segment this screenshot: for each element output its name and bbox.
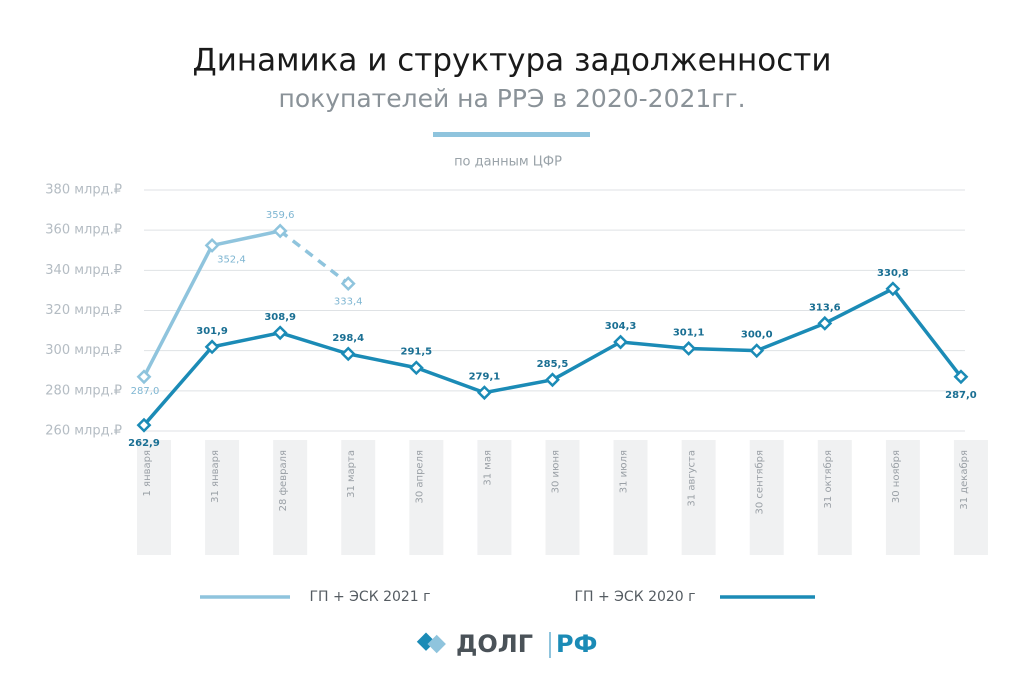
category-band — [817, 440, 852, 555]
x-tick-label: 31 октября — [823, 450, 834, 508]
point-marker — [885, 281, 901, 297]
category-band — [613, 440, 648, 555]
x-tick-label: 1 января — [142, 450, 153, 496]
series-line — [279, 229, 350, 285]
accent-bar — [433, 132, 590, 137]
y-tick-label: 320 млрд.₽ — [45, 303, 122, 318]
point-marker — [272, 223, 288, 239]
point-marker — [817, 315, 833, 331]
logo-text: ДОЛГ — [456, 630, 533, 658]
category-band — [273, 440, 308, 555]
y-tick-label: 360 млрд.₽ — [45, 223, 122, 238]
point-marker — [613, 334, 628, 350]
logo-text: РФ — [556, 630, 597, 658]
x-tick-label: 31 августа — [687, 450, 698, 507]
data-label: 359,6 — [266, 210, 295, 221]
data-label: 333,4 — [334, 297, 363, 308]
category-band — [545, 440, 580, 555]
x-tick-label: 31 марта — [346, 450, 357, 498]
category-band — [953, 440, 988, 555]
y-tick-label: 300 млрд.₽ — [45, 343, 122, 358]
point-marker — [204, 238, 220, 253]
chart-title: Динамика и структура задолженности — [193, 43, 832, 79]
point-marker — [340, 276, 356, 292]
source-note: по данным ЦФР — [454, 155, 562, 170]
point-marker — [681, 341, 697, 356]
data-label: 298,4 — [332, 333, 364, 344]
data-label: 330,8 — [877, 268, 909, 279]
category-band — [885, 440, 920, 555]
logo-icon — [427, 634, 446, 654]
point-marker — [136, 417, 152, 433]
y-tick-label: 340 млрд.₽ — [45, 263, 122, 278]
category-band — [681, 440, 716, 555]
data-label: 301,9 — [196, 326, 228, 337]
x-tick-label: 30 сентября — [755, 450, 766, 514]
category-band — [205, 440, 240, 555]
data-label: 287,0 — [131, 386, 160, 397]
data-label: 287,0 — [945, 390, 977, 401]
data-label: 300,0 — [741, 330, 773, 341]
category-band — [749, 440, 784, 555]
data-label: 308,9 — [264, 312, 296, 323]
x-tick-label: 30 июня — [550, 450, 561, 493]
data-label: 352,4 — [217, 254, 246, 265]
legend-label: ГП + ЭСК 2020 г — [574, 589, 695, 605]
x-tick-label: 31 мая — [482, 450, 493, 486]
x-tick-label: 30 ноября — [891, 450, 902, 503]
data-label: 262,9 — [128, 438, 160, 449]
point-marker — [545, 372, 560, 388]
chart-subtitle: покупателей на РРЭ в 2020-2021гг. — [278, 84, 745, 113]
category-band — [341, 440, 376, 555]
x-tick-label: 31 декабря — [959, 450, 970, 510]
point-marker — [476, 385, 492, 401]
point-marker — [749, 343, 765, 359]
data-label: 304,3 — [605, 321, 637, 332]
category-band — [477, 440, 512, 555]
data-label: 313,6 — [809, 302, 841, 313]
logo: ДОЛГ РФ — [416, 630, 597, 658]
y-tick-label: 280 млрд.₽ — [45, 383, 122, 398]
x-tick-label: 30 апреля — [414, 450, 425, 503]
x-tick-label: 28 февраля — [278, 450, 289, 511]
legend-label: ГП + ЭСК 2021 г — [309, 589, 430, 605]
x-tick-label: 31 июля — [619, 450, 630, 493]
point-marker — [136, 369, 152, 385]
category-band — [137, 440, 171, 555]
y-tick-label: 260 млрд.₽ — [45, 424, 122, 439]
data-label: 301,1 — [673, 327, 705, 338]
category-band — [409, 440, 444, 555]
data-label: 285,5 — [537, 359, 569, 370]
point-marker — [953, 369, 969, 385]
data-label: 291,5 — [400, 347, 432, 358]
point-marker — [204, 339, 220, 355]
x-tick-label: 31 января — [210, 450, 221, 503]
point-marker — [272, 325, 288, 341]
point-marker — [408, 360, 424, 376]
y-tick-label: 380 млрд.₽ — [45, 183, 122, 198]
point-marker — [340, 346, 356, 362]
data-label: 279,1 — [469, 372, 501, 383]
